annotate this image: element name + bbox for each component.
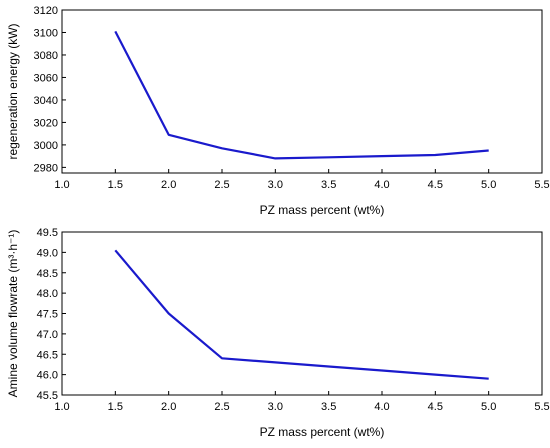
y-tick-label: 3040 bbox=[34, 95, 58, 107]
x-tick-label: 3.5 bbox=[321, 401, 336, 413]
x-tick-label: 5.0 bbox=[481, 179, 496, 191]
x-axis-title: PZ mass percent (wt%) bbox=[260, 203, 385, 217]
y-tick-label: 47.0 bbox=[37, 329, 58, 341]
y-tick-label: 3080 bbox=[34, 50, 58, 62]
series-line bbox=[115, 31, 488, 158]
chart-panel-top: 1.0 1.5 2.0 2.5 3.0 3.5 4.0 4.5 5.0 5.5 2980 3000 30… bbox=[6, 5, 550, 217]
x-tick-label: 4.5 bbox=[428, 179, 443, 191]
series-line bbox=[115, 250, 488, 378]
y-tick-label: 48.0 bbox=[37, 288, 58, 300]
x-tick-label: 3.0 bbox=[268, 179, 283, 191]
y-axis-title: regeneration energy (kW) bbox=[6, 23, 20, 159]
plot-frame bbox=[62, 10, 542, 173]
y-tick-label: 3000 bbox=[34, 140, 58, 152]
y-tick-label: 46.5 bbox=[37, 349, 58, 361]
y-tick-label: 48.5 bbox=[37, 268, 58, 280]
y-axis-title: Amine volume flowrate (m³·h⁻¹) bbox=[6, 230, 20, 398]
y-tick-label: 3060 bbox=[34, 72, 58, 84]
y-tick-label: 3020 bbox=[34, 117, 58, 129]
x-tick-label: 4.5 bbox=[428, 401, 443, 413]
x-tick-label: 4.0 bbox=[374, 179, 389, 191]
x-tick-label: 1.5 bbox=[108, 179, 123, 191]
plot-frame bbox=[62, 232, 542, 395]
x-tick-label: 5.5 bbox=[534, 401, 549, 413]
y-tick-label: 3100 bbox=[34, 27, 58, 39]
x-tick-label: 5.0 bbox=[481, 401, 496, 413]
x-tick-label: 2.5 bbox=[214, 401, 229, 413]
y-tick-label: 47.5 bbox=[37, 309, 58, 321]
x-tick-label: 1.0 bbox=[54, 179, 69, 191]
x-tick-label: 1.5 bbox=[108, 401, 123, 413]
x-axis-title: PZ mass percent (wt%) bbox=[260, 425, 385, 439]
y-tick-label: 49.5 bbox=[37, 227, 58, 239]
y-tick-label: 45.5 bbox=[37, 390, 58, 402]
y-tick-label: 49.0 bbox=[37, 247, 58, 259]
x-tick-label: 3.5 bbox=[321, 179, 336, 191]
chart-panel-bottom: 1.0 1.5 2.0 2.5 3.0 3.5 4.0 4.5 5.0 5.5 45.5 46.0 46… bbox=[6, 227, 550, 439]
x-tick-label: 2.0 bbox=[161, 179, 176, 191]
x-tick-label: 2.5 bbox=[214, 179, 229, 191]
y-tick-label: 46.0 bbox=[37, 370, 58, 382]
x-tick-label: 4.0 bbox=[374, 401, 389, 413]
y-tick-label: 2980 bbox=[34, 162, 58, 174]
x-tick-label: 2.0 bbox=[161, 401, 176, 413]
x-tick-label: 5.5 bbox=[534, 179, 549, 191]
y-tick-label: 3120 bbox=[34, 5, 58, 17]
x-tick-label: 3.0 bbox=[268, 401, 283, 413]
x-tick-label: 1.0 bbox=[54, 401, 69, 413]
